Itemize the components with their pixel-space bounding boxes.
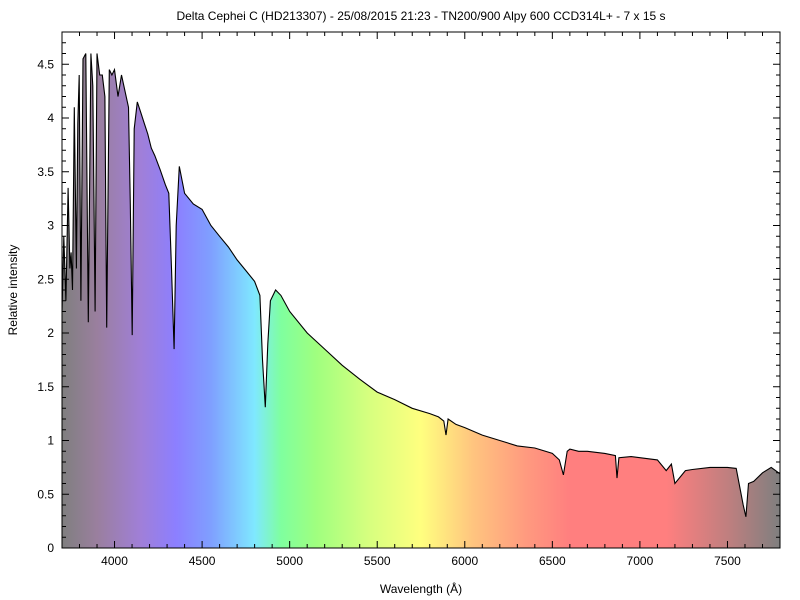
spectrum-series-line [62,53,780,517]
y-tick-label: 4.5 [37,57,54,71]
spectrum-line-layer [62,53,780,517]
y-tick-label: 3 [47,219,54,233]
y-tick-label: 0 [47,541,54,555]
spectrum-area-fill [62,53,780,548]
x-tick-label: 4500 [189,554,216,568]
spectrum-fill-layer [62,53,780,548]
x-tick-label: 5500 [364,554,391,568]
chart-title: Delta Cephei C (HD213307) - 25/08/2015 2… [176,9,665,23]
x-tick-label: 6500 [539,554,566,568]
y-tick-label: 1 [47,434,54,448]
x-tick-label: 4000 [101,554,128,568]
y-axis-ticks: 0 0.5 1 1.5 2 2.5 3 3.5 4 4.5 [37,31,780,555]
x-axis-ticks: 4000 4500 5000 5500 6000 6500 7000 7500 [61,32,781,568]
y-tick-label: 2.5 [37,272,54,286]
x-tick-label: 5000 [276,554,303,568]
y-tick-label: 2 [47,326,54,340]
x-axis-label: Wavelength (Å) [380,581,462,596]
y-tick-label: 0.5 [37,487,54,501]
y-tick-label: 3.5 [37,165,54,179]
y-tick-label: 4 [47,111,54,125]
x-tick-label: 7000 [627,554,654,568]
y-tick-label: 1.5 [37,380,54,394]
y-axis-label: Relative intensity [6,245,20,336]
x-tick-label: 7500 [714,554,741,568]
x-tick-label: 6000 [451,554,478,568]
